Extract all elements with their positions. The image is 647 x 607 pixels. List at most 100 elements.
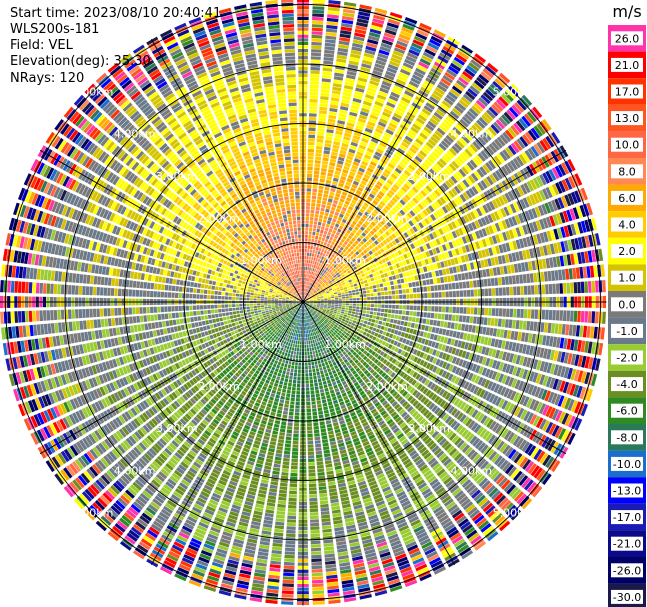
velocity-gate xyxy=(482,390,489,400)
velocity-gate xyxy=(366,167,374,173)
velocity-gate xyxy=(379,219,386,226)
velocity-gate xyxy=(332,144,340,149)
velocity-gate xyxy=(393,280,398,285)
velocity-gate xyxy=(425,234,432,242)
velocity-gate xyxy=(359,240,365,246)
velocity-gate xyxy=(448,163,457,172)
velocity-gate xyxy=(546,362,553,374)
velocity-gate xyxy=(411,144,420,152)
velocity-gate xyxy=(308,120,317,124)
velocity-gate xyxy=(555,213,563,225)
velocity-gate xyxy=(343,136,351,141)
velocity-gate xyxy=(320,229,324,234)
velocity-gate xyxy=(305,304,309,307)
velocity-gate xyxy=(495,397,502,407)
velocity-gate xyxy=(319,320,323,324)
velocity-gate xyxy=(318,189,324,194)
velocity-gate xyxy=(462,263,468,272)
velocity-gate xyxy=(577,340,582,352)
velocity-gate xyxy=(348,334,353,339)
velocity-gate xyxy=(474,184,482,193)
velocity-gate xyxy=(307,351,310,355)
velocity-gate xyxy=(389,437,397,445)
velocity-gate xyxy=(436,277,441,284)
velocity-gate xyxy=(307,159,314,164)
velocity-gate xyxy=(322,316,327,319)
velocity-gate xyxy=(495,245,501,255)
velocity-gate xyxy=(438,360,445,368)
velocity-gate xyxy=(414,155,423,163)
velocity-gate xyxy=(326,317,330,320)
velocity-gate xyxy=(357,351,363,356)
velocity-gate xyxy=(405,288,410,294)
velocity-gate xyxy=(350,108,359,114)
velocity-gate xyxy=(414,275,419,281)
velocity-gate xyxy=(534,206,541,218)
velocity-gate xyxy=(376,316,380,320)
velocity-gate xyxy=(346,283,350,287)
velocity-gate xyxy=(351,199,357,205)
velocity-gate xyxy=(327,427,333,432)
velocity-gate xyxy=(317,298,321,300)
velocity-gate xyxy=(365,247,371,252)
velocity-gate xyxy=(426,45,438,54)
velocity-gate xyxy=(405,339,411,345)
velocity-gate xyxy=(415,317,420,323)
velocity-gate xyxy=(395,221,402,228)
velocity-gate xyxy=(403,366,409,372)
velocity-gate xyxy=(403,155,411,163)
velocity-gate xyxy=(397,268,402,273)
velocity-gate xyxy=(371,254,376,259)
velocity-gate xyxy=(397,331,402,336)
velocity-gate xyxy=(501,276,506,286)
velocity-gate xyxy=(424,48,436,57)
velocity-gate xyxy=(458,315,463,322)
velocity-gate xyxy=(312,260,315,265)
velocity-gate xyxy=(338,324,343,328)
velocity-gate xyxy=(353,440,361,446)
velocity-gate xyxy=(329,363,334,368)
velocity-gate xyxy=(525,357,532,368)
velocity-gate xyxy=(532,372,539,383)
velocity-gate xyxy=(354,343,360,348)
velocity-gate xyxy=(312,228,317,232)
velocity-gate xyxy=(314,286,318,289)
velocity-gate xyxy=(381,80,392,88)
velocity-gate xyxy=(312,411,318,416)
velocity-gate xyxy=(384,403,391,409)
velocity-gate xyxy=(345,181,352,187)
velocity-gate xyxy=(412,172,420,180)
velocity-gate xyxy=(317,407,323,412)
velocity-gate xyxy=(458,518,469,528)
velocity-gate xyxy=(352,306,356,309)
velocity-gate xyxy=(447,178,455,186)
velocity-gate xyxy=(379,316,384,321)
velocity-gate xyxy=(548,169,557,181)
velocity-gate xyxy=(459,414,467,423)
velocity-gate xyxy=(480,71,492,81)
velocity-gate xyxy=(369,285,373,290)
velocity-gate xyxy=(312,316,315,320)
velocity-gate xyxy=(304,295,306,299)
velocity-gate xyxy=(370,268,375,273)
velocity-gate xyxy=(349,354,354,359)
velocity-gate xyxy=(345,267,350,272)
velocity-gate xyxy=(579,386,587,400)
velocity-gate xyxy=(385,70,396,78)
velocity-gate xyxy=(460,73,471,83)
velocity-gate xyxy=(502,308,506,317)
velocity-gate xyxy=(495,119,506,130)
velocity-gate xyxy=(324,143,332,148)
velocity-gate xyxy=(451,435,460,444)
velocity-gate xyxy=(396,211,403,218)
velocity-gate xyxy=(356,84,366,90)
velocity-gate xyxy=(391,345,396,351)
velocity-gate xyxy=(323,539,334,544)
velocity-gate xyxy=(354,373,359,378)
velocity-gate xyxy=(354,261,359,266)
velocity-gate xyxy=(519,238,525,249)
velocity-gate xyxy=(532,234,539,245)
velocity-gate xyxy=(593,265,598,278)
velocity-gate xyxy=(321,311,326,314)
velocity-gate xyxy=(420,407,427,414)
